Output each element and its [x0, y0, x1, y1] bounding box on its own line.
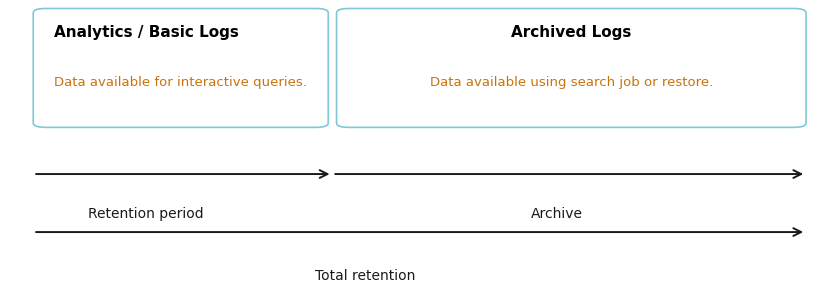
- Text: Data available for interactive queries.: Data available for interactive queries.: [54, 76, 307, 89]
- Text: Data available using search job or restore.: Data available using search job or resto…: [430, 76, 713, 89]
- Text: Analytics / Basic Logs: Analytics / Basic Logs: [54, 25, 238, 40]
- FancyBboxPatch shape: [33, 8, 328, 127]
- Text: Archive: Archive: [531, 207, 583, 220]
- FancyBboxPatch shape: [337, 8, 806, 127]
- Text: Archived Logs: Archived Logs: [511, 25, 632, 40]
- Text: Total retention: Total retention: [316, 269, 416, 283]
- Text: Retention period: Retention period: [87, 207, 204, 220]
